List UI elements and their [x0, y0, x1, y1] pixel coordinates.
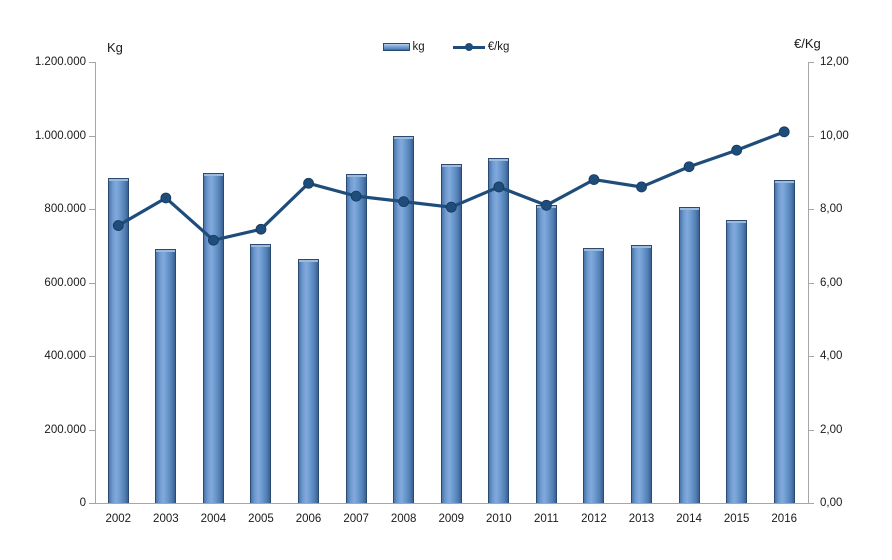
bar-2010: [488, 158, 510, 503]
x-axis-label-2016: 2016: [771, 513, 797, 525]
bar-2005: [250, 243, 272, 503]
right-axis-tick: [808, 209, 814, 210]
chart-legend: kg €/kg: [0, 41, 892, 53]
right-axis-tick: [808, 62, 814, 63]
right-axis-tick: [808, 356, 814, 357]
bar-2012: [583, 247, 605, 503]
legend-item-kg: kg: [382, 41, 425, 53]
marker-2013: [636, 181, 647, 193]
bar-2002: [107, 177, 129, 503]
bar-2011: [535, 205, 557, 503]
marker-2006: [303, 177, 314, 189]
line-swatch-icon: [452, 42, 485, 52]
right-axis-tick-label: 2,00: [820, 423, 843, 436]
left-axis-tick-label: 400.000: [44, 350, 86, 362]
legend-item-eur-per-kg: €/kg: [452, 41, 510, 53]
left-axis-tick: [88, 62, 95, 63]
bar-2008: [393, 135, 415, 503]
left-axis-tick-label: 1.200.000: [34, 56, 86, 68]
marker-2016: [778, 126, 790, 138]
x-axis-label-2010: 2010: [486, 513, 512, 525]
right-axis-tick-label: 12,00: [820, 56, 849, 68]
legend-label: kg: [412, 41, 425, 53]
right-axis-tick-label: 10,00: [820, 129, 849, 142]
right-axis-tick: [808, 135, 814, 137]
bar-2003: [155, 249, 177, 503]
x-axis-label-2007: 2007: [343, 513, 369, 525]
bar-2016: [773, 180, 795, 503]
x-axis-label-2015: 2015: [723, 513, 750, 525]
marker-2012: [588, 174, 600, 186]
right-axis-tick-label: 4,00: [820, 350, 843, 362]
left-axis-tick-label: 800.000: [44, 203, 86, 215]
x-axis-label-2012: 2012: [581, 513, 607, 525]
right-axis-tick: [808, 429, 814, 431]
right-axis-tick: [808, 503, 814, 504]
marker-2003: [160, 192, 172, 204]
left-axis-title: Kg: [107, 40, 123, 55]
left-axis-tick: [88, 356, 95, 357]
right-axis-title: €/Kg: [794, 36, 821, 51]
line-swatch-marker: [464, 43, 473, 51]
left-axis-tick-label: 200.000: [44, 423, 86, 436]
marker-2014: [683, 161, 695, 173]
bar-swatch-icon: [382, 43, 410, 51]
bar-2015: [726, 219, 748, 503]
x-axis-label-2013: 2013: [628, 513, 655, 525]
right-axis-tick: [808, 282, 814, 284]
bar-2006: [298, 259, 320, 503]
right-axis-tick-label: 8,00: [820, 203, 843, 215]
left-axis-tick: [88, 503, 95, 504]
x-axis-label-2005: 2005: [248, 513, 274, 525]
x-axis-label-2014: 2014: [676, 513, 702, 525]
bar-2013: [631, 245, 653, 503]
bar-2009: [440, 164, 462, 503]
left-axis-tick-label: 1.000.000: [34, 129, 86, 142]
right-axis-tick-label: 6,00: [820, 276, 843, 289]
x-axis-label-2002: 2002: [105, 513, 132, 525]
marker-2015: [731, 144, 743, 156]
legend-label: €/kg: [487, 41, 510, 53]
marker-2005: [255, 223, 267, 235]
left-axis-tick: [88, 282, 95, 284]
left-axis-tick-label: 0: [79, 497, 86, 509]
x-axis-label-2011: 2011: [534, 513, 559, 525]
right-axis-tick-label: 0,00: [820, 497, 843, 509]
left-axis-tick: [88, 209, 95, 210]
left-axis-tick: [88, 135, 95, 137]
bar-2004: [202, 172, 224, 503]
bar-2007: [345, 173, 367, 503]
left-axis-line: [94, 62, 96, 503]
left-axis-tick: [88, 429, 95, 431]
x-axis-label-2006: 2006: [295, 513, 322, 525]
x-axis-label-2008: 2008: [390, 513, 417, 525]
x-axis-line: [94, 503, 809, 504]
x-axis-label-2009: 2009: [438, 513, 465, 525]
left-axis-tick-label: 600.000: [44, 276, 86, 289]
x-axis-label-2003: 2003: [153, 513, 179, 525]
bar-2014: [678, 206, 700, 503]
x-axis-label-2004: 2004: [200, 513, 227, 525]
